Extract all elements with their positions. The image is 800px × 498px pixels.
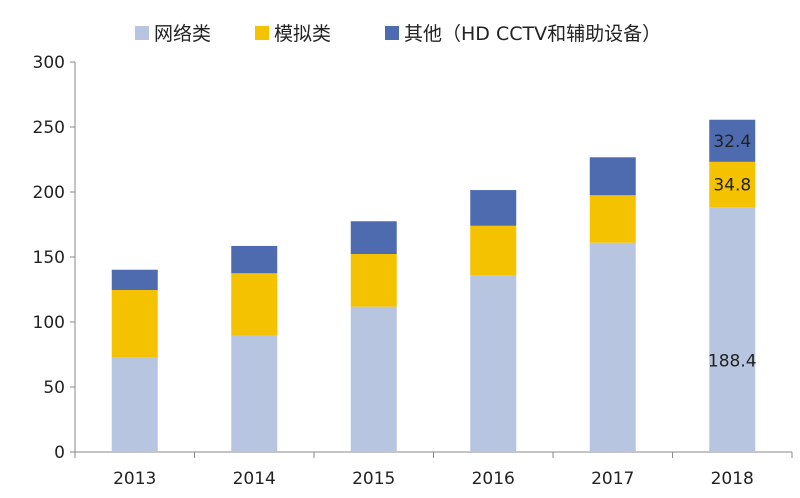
bar-segment-2013-series-2 [111,269,158,291]
x-tick-label: 2015 [352,469,395,489]
bar-segment-2016-series-0 [470,275,517,452]
bar-segment-2015-series-1 [350,254,397,307]
data-label: 32.4 [713,132,751,152]
y-tick-label: 300 [33,53,65,73]
y-tick-label: 200 [33,183,65,203]
bar-segment-2015-series-0 [350,306,397,452]
x-tick-label: 2016 [472,469,515,489]
bar-segment-2013-series-0 [111,357,158,452]
y-tick-label: 0 [54,443,65,463]
bar-segment-2017-series-2 [589,157,636,196]
bar-segment-2016-series-1 [470,225,517,276]
bar-segment-2014-series-1 [231,273,278,335]
bar-segment-2015-series-2 [350,221,397,255]
x-tick-label: 2017 [591,469,634,489]
bar-segment-2017-series-0 [589,242,636,452]
y-tick-label: 50 [43,378,65,398]
legend-swatch [385,26,399,40]
legend-label: 模拟类 [274,23,331,45]
bar-segment-2018-series-0 [709,207,756,452]
bar-segment-2018-series-2 [709,119,756,162]
bar-segment-2016-series-2 [470,190,517,226]
legend-label: 网络类 [154,23,211,45]
bar-segment-2013-series-1 [111,290,158,358]
x-tick-label: 2013 [113,469,156,489]
y-tick-label: 250 [33,118,65,138]
bar-segment-2018-series-1 [709,161,756,208]
y-tick-label: 100 [33,313,65,333]
bar-segment-2014-series-2 [231,245,278,274]
x-tick-label: 2014 [233,469,276,489]
y-tick-label: 150 [33,248,65,268]
data-label: 188.4 [708,351,757,371]
data-label: 34.8 [713,175,751,195]
x-tick-label: 2018 [711,469,754,489]
bar-segment-2017-series-1 [589,195,636,243]
legend-swatch [135,26,149,40]
legend-swatch [255,26,269,40]
legend-label: 其他（HD CCTV和辅助设备） [404,23,661,45]
bar-segment-2014-series-0 [231,335,278,452]
